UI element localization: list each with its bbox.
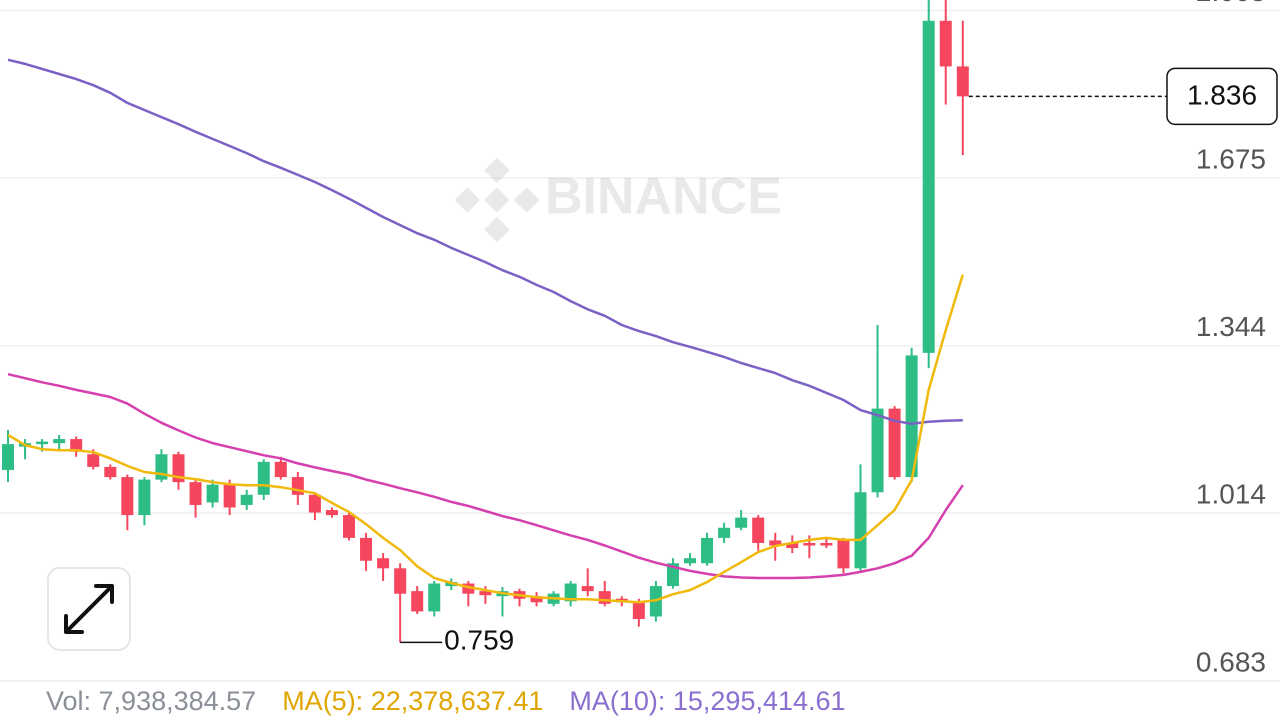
last-price-label: 1.836 [1187, 80, 1257, 111]
candle-body [888, 408, 901, 478]
candle-body [854, 492, 867, 569]
candle-body [735, 517, 748, 528]
candle-body [820, 542, 833, 546]
candle-body [411, 591, 424, 612]
candle-body [325, 510, 338, 516]
candle-body [479, 591, 492, 596]
candle-body [53, 439, 66, 444]
candle-body [36, 441, 49, 445]
indicator-label: MA(10): 15,295,414.61 [569, 686, 845, 716]
candle-body [939, 20, 952, 67]
candle-body [394, 568, 407, 594]
low-marker-label: 0.759 [444, 625, 514, 656]
moving-average-line [7, 58, 963, 426]
candle-body [2, 444, 14, 470]
candles [2, 0, 969, 643]
candle-body [138, 479, 151, 516]
candle-body [684, 558, 696, 564]
candle-body [922, 20, 935, 353]
indicator-label: Vol: 7,938,384.57 [46, 686, 256, 716]
candle-body [343, 515, 355, 538]
candle-body [905, 355, 918, 478]
y-tick-label: 1.675 [1196, 143, 1266, 174]
candle-body [581, 586, 594, 592]
candle-body [240, 494, 253, 505]
candle-body [70, 439, 83, 452]
y-tick-label: 1.344 [1196, 311, 1266, 342]
candle-body [530, 596, 543, 603]
y-tick-label: 2.005 [1196, 0, 1266, 7]
candle-body [377, 558, 390, 569]
moving-average-line [7, 372, 964, 580]
candle-body [701, 537, 714, 564]
y-tick-label: 0.683 [1196, 646, 1266, 677]
candle-body [360, 537, 373, 561]
candle-body [257, 461, 270, 495]
indicator-label: MA(5): 22,378,637.41 [282, 686, 543, 716]
candle-body [121, 477, 134, 516]
candle-body [956, 66, 969, 97]
candle-body [87, 454, 100, 467]
candle-body [206, 484, 219, 503]
candle-body [803, 542, 816, 546]
y-tick-label: 1.014 [1196, 478, 1266, 509]
candle-body [871, 408, 884, 493]
candle-body [718, 527, 731, 538]
moving-average-line [7, 274, 964, 604]
candle-body [428, 583, 441, 612]
candle-body [598, 591, 611, 604]
candle-body [274, 461, 287, 478]
candle-body [223, 484, 236, 508]
grid [0, 9, 1280, 682]
candle-body [462, 583, 475, 594]
watermark-text: BINANCE [545, 168, 782, 226]
candle-body [752, 517, 765, 543]
candle-body [564, 583, 577, 602]
candle-body [104, 466, 117, 478]
candle-body [769, 540, 782, 546]
candle-body [632, 601, 645, 620]
expand-button[interactable] [47, 567, 131, 651]
watermark: BINANCE [454, 157, 782, 243]
candle-body [189, 482, 202, 505]
last-price-box [1166, 67, 1278, 126]
candle-body [786, 542, 799, 549]
candle-body [308, 494, 321, 513]
candle-body [172, 454, 185, 483]
candle-body [666, 563, 679, 587]
candle-body [837, 540, 850, 569]
